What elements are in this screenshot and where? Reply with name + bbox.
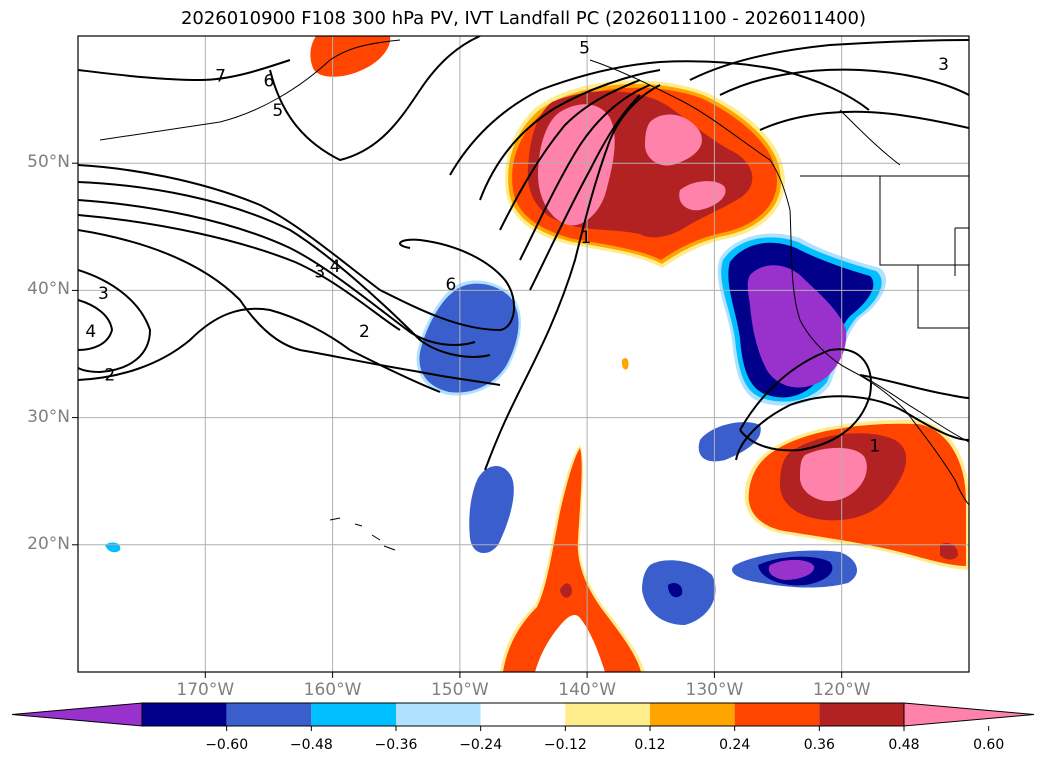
- lon-tick-label: 150°W: [430, 680, 489, 700]
- ivt-negative-midpacific: [105, 280, 858, 625]
- map-plot-area: [78, 36, 969, 672]
- colorbar-bin: [396, 703, 481, 726]
- colorbar-tick-label: −0.12: [543, 737, 587, 753]
- lon-tick-label: 130°W: [685, 680, 744, 700]
- ivt-positive-alaska: [310, 36, 391, 77]
- pv-contour-label: 5: [272, 101, 283, 121]
- colorbar-bin: [226, 703, 312, 726]
- colorbar-extend-min: [11, 702, 143, 727]
- colorbar-bin: [650, 703, 735, 726]
- pv-contour-label: 1: [580, 228, 591, 248]
- map-frame: [77, 35, 970, 673]
- pv-contour-label: 3: [314, 262, 325, 282]
- colorbar-outline: [141, 702, 905, 727]
- pv-contours: [78, 36, 969, 471]
- ivt-positive-subtropical: [744, 419, 969, 570]
- lon-tick-label: 140°W: [558, 680, 617, 700]
- pv-contour-label: 6: [264, 72, 275, 92]
- colorbar-bin: [142, 703, 227, 726]
- pv-contour-label: 2: [359, 322, 370, 342]
- lon-tick-label: 170°W: [176, 680, 235, 700]
- colorbar-bin: [480, 703, 566, 726]
- pv-contour-label: 4: [85, 322, 96, 342]
- colorbar-tick-label: 0.24: [719, 737, 751, 753]
- pv-contour-label: 5: [579, 38, 590, 58]
- lat-tick-label: 20°N: [27, 533, 70, 554]
- pv-contour-label: 6: [446, 275, 457, 295]
- pv-contour-label: 3: [938, 55, 949, 75]
- colorbar-tick-label: 0.48: [888, 737, 920, 753]
- ivt-negative-california: [717, 233, 887, 406]
- pv-contour-label: 1: [869, 437, 880, 457]
- pv-contour-label: 3: [98, 284, 109, 304]
- pv-contour-label: 4: [330, 257, 341, 277]
- colorbar-bin: [819, 703, 904, 726]
- colorbar-bin: [565, 703, 650, 726]
- colorbar-tick-label: 0.12: [634, 737, 666, 753]
- colorbar: [11, 702, 1035, 731]
- lat-tick-label: 30°N: [27, 406, 70, 427]
- colorbar-bin: [311, 703, 396, 726]
- colorbar-bin: [734, 703, 820, 726]
- colorbar-tick-label: 0.36: [803, 737, 835, 753]
- lon-tick-label: 160°W: [303, 680, 362, 700]
- coastlines: [99, 39, 969, 551]
- pv-contour-label: 7: [215, 66, 226, 86]
- ivt-positive-tropical-tongue: [500, 357, 645, 672]
- lat-tick-label: 40°N: [27, 279, 70, 300]
- pv-contour-label: 2: [104, 365, 115, 385]
- colorbar-tick-label: 0.60: [973, 737, 1005, 753]
- colorbar-extend-max: [903, 702, 1035, 727]
- colorbar-tick-label: −0.24: [459, 737, 503, 753]
- gridlines: [78, 36, 969, 672]
- lon-tick-label: 120°W: [812, 680, 871, 700]
- axis-ticks: [72, 162, 843, 678]
- colorbar-tick-label: −0.36: [374, 737, 418, 753]
- colorbar-tick-label: −0.48: [289, 737, 333, 753]
- map-title: 2026010900 F108 300 hPa PV, IVT Landfall…: [180, 8, 867, 29]
- lat-tick-label: 50°N: [27, 152, 70, 173]
- colorbar-tick-label: −0.60: [205, 737, 249, 753]
